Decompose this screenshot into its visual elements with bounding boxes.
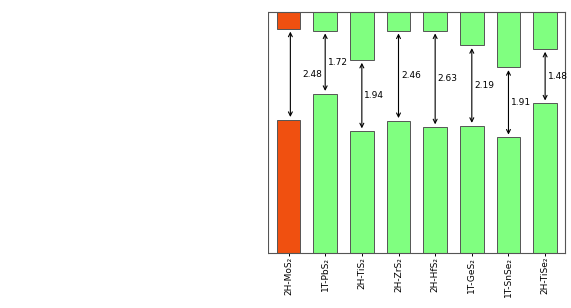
Text: 2.46: 2.46 — [401, 71, 421, 80]
Text: 1.48: 1.48 — [548, 72, 568, 81]
Bar — [276, 12, 300, 29]
Bar — [313, 12, 337, 31]
Text: 2.63: 2.63 — [438, 75, 458, 83]
Bar — [533, 103, 557, 253]
Text: 2.19: 2.19 — [475, 81, 494, 90]
Bar — [460, 12, 484, 45]
Text: 1.91: 1.91 — [511, 98, 531, 107]
Bar — [423, 127, 447, 253]
Bar — [313, 94, 337, 253]
Y-axis label: Energy w.r.t. vacuum: Energy w.r.t. vacuum — [243, 85, 252, 180]
Bar — [350, 12, 374, 60]
Bar — [497, 12, 520, 67]
Text: 1.72: 1.72 — [328, 58, 348, 67]
Bar — [533, 12, 557, 49]
Bar — [350, 131, 374, 253]
Bar — [387, 12, 411, 31]
Text: 2.48: 2.48 — [303, 70, 323, 79]
Bar — [497, 137, 520, 253]
Bar — [460, 126, 484, 253]
Bar — [423, 12, 447, 31]
Text: 1.94: 1.94 — [364, 91, 384, 100]
Bar — [387, 121, 411, 253]
Bar — [276, 120, 300, 253]
